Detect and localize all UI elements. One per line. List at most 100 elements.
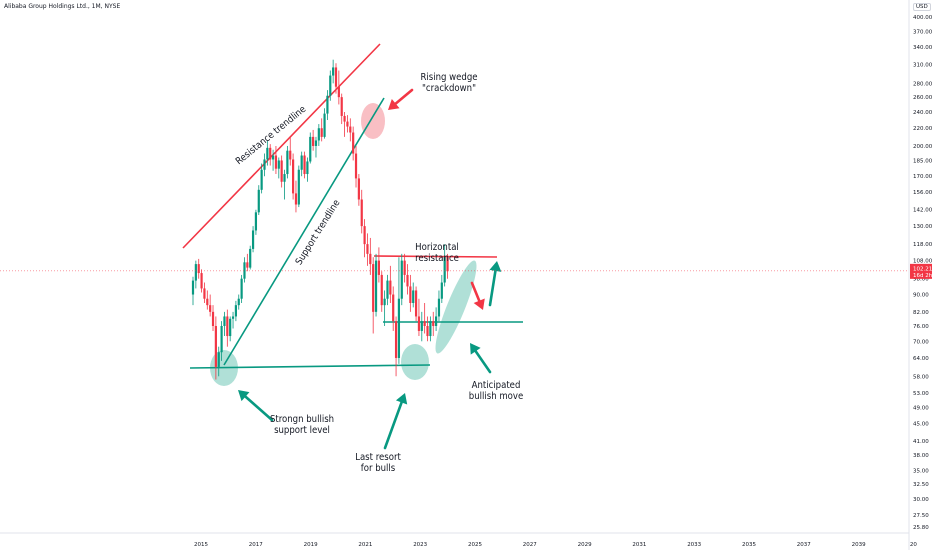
time-tick-label: 2023 xyxy=(413,542,427,548)
price-tick-label: 400.00 xyxy=(913,15,932,21)
candle-body xyxy=(437,298,441,317)
candle-body xyxy=(220,325,223,353)
candle-body xyxy=(277,160,280,169)
candle-body xyxy=(383,298,386,306)
candle-body xyxy=(289,150,292,160)
rising-wedge-label: Rising wedge "crackdown" xyxy=(408,72,490,94)
candle-body xyxy=(240,278,243,299)
price-tick-label: 340.00 xyxy=(913,45,932,51)
time-tick-label: 2031 xyxy=(632,542,646,548)
rising-wedge-line-2: "crackdown" xyxy=(421,83,477,94)
candle-body xyxy=(194,264,197,281)
candle-body xyxy=(426,325,429,337)
price-tick-label: 82.00 xyxy=(913,310,929,316)
candle-body xyxy=(191,280,195,295)
price-tick-label: 38.00 xyxy=(913,453,929,459)
candle-body xyxy=(423,321,426,326)
candle-body xyxy=(312,136,315,146)
candle-body xyxy=(237,298,240,306)
candle-body xyxy=(412,290,415,303)
candle-body xyxy=(420,321,423,331)
price-tick-label: 70.00 xyxy=(913,339,929,345)
major-support-line xyxy=(189,364,431,369)
candle-body xyxy=(369,253,372,265)
price-tick-label: 98.00 xyxy=(913,277,929,283)
candle-body xyxy=(443,257,446,283)
candle-body xyxy=(297,169,300,205)
candle-body xyxy=(246,262,249,268)
last-resort-arrow xyxy=(383,393,408,450)
candle-body xyxy=(394,321,398,358)
price-tick-label: 25.80 xyxy=(913,525,929,531)
candle-body xyxy=(374,260,378,312)
time-tick-label: 2033 xyxy=(687,542,701,548)
candle-body xyxy=(280,160,283,182)
candle-body xyxy=(292,159,295,194)
arrow-head xyxy=(489,261,502,272)
candle-body xyxy=(340,97,343,116)
anticipated-move-line-1: Anticipated xyxy=(471,380,521,391)
channel-highlight xyxy=(435,260,477,354)
arrow-head xyxy=(470,343,481,355)
candle-body xyxy=(254,212,258,231)
arrow-shaft xyxy=(394,88,414,105)
arrow-shaft xyxy=(488,269,497,307)
candle-body xyxy=(269,147,272,160)
chart-title: Alibaba Group Holdings Ltd., 1M, NYSE xyxy=(4,3,121,10)
anticipated-arrow xyxy=(470,343,492,374)
candle-body xyxy=(223,316,226,326)
candle-body xyxy=(283,174,286,182)
price-tick-label: 200.00 xyxy=(913,144,932,150)
candle-body xyxy=(251,230,255,249)
candle-body xyxy=(386,280,389,299)
candle-body xyxy=(346,121,349,127)
last-resort-highlight xyxy=(401,344,429,380)
price-tick-label: 45.00 xyxy=(913,421,929,427)
candle-body xyxy=(300,155,303,170)
drawing-layer xyxy=(182,43,523,450)
arrow-shaft xyxy=(470,281,481,303)
candle-body xyxy=(274,155,278,169)
candle-body xyxy=(266,147,269,160)
time-tick-label: 2039 xyxy=(852,542,866,548)
arrow-head xyxy=(388,98,400,110)
last-price-badge xyxy=(910,263,932,279)
price-tick-label: 118.00 xyxy=(913,242,932,248)
candle-body xyxy=(203,288,206,299)
rising-wedge-line-1: Rising wedge xyxy=(420,72,478,83)
price-tick-label: 64.00 xyxy=(913,356,929,362)
candle-body xyxy=(440,282,443,299)
candle-body xyxy=(406,274,409,287)
candle-body xyxy=(400,260,403,299)
time-tick-label: 2029 xyxy=(578,542,592,548)
candle-body xyxy=(363,226,366,245)
candle-body xyxy=(332,67,335,76)
price-tick-label: 310.00 xyxy=(913,62,932,68)
price-tick-label: 370.00 xyxy=(913,30,932,36)
price-tick-label: 58.00 xyxy=(913,374,929,380)
price-tick-label: 260.00 xyxy=(913,95,932,101)
candle-body xyxy=(243,262,246,279)
price-tick-label: 108.00 xyxy=(913,259,932,265)
arrow-head xyxy=(238,390,250,402)
anticipated-move-line-2: bullish move xyxy=(468,391,524,402)
wedge-arrow xyxy=(388,88,414,110)
candle-body xyxy=(372,264,375,312)
candle-body xyxy=(200,273,203,289)
candle-body xyxy=(306,161,309,175)
candle-body xyxy=(214,325,217,367)
candle-body xyxy=(432,321,435,326)
price-tick-label: 41.00 xyxy=(913,439,929,445)
price-tick-label: 32.50 xyxy=(913,482,929,488)
currency-button[interactable]: USD xyxy=(913,3,931,11)
candle-body xyxy=(435,316,438,326)
candle-body xyxy=(354,153,358,179)
price-tick-label: 142.00 xyxy=(913,208,932,214)
time-tick-label: 2035 xyxy=(742,542,756,548)
highlight-layer xyxy=(210,103,477,386)
candle-body xyxy=(226,316,229,337)
arrow-head xyxy=(395,393,408,405)
price-tick-label: 90.00 xyxy=(913,293,929,299)
candle-body xyxy=(206,298,209,306)
